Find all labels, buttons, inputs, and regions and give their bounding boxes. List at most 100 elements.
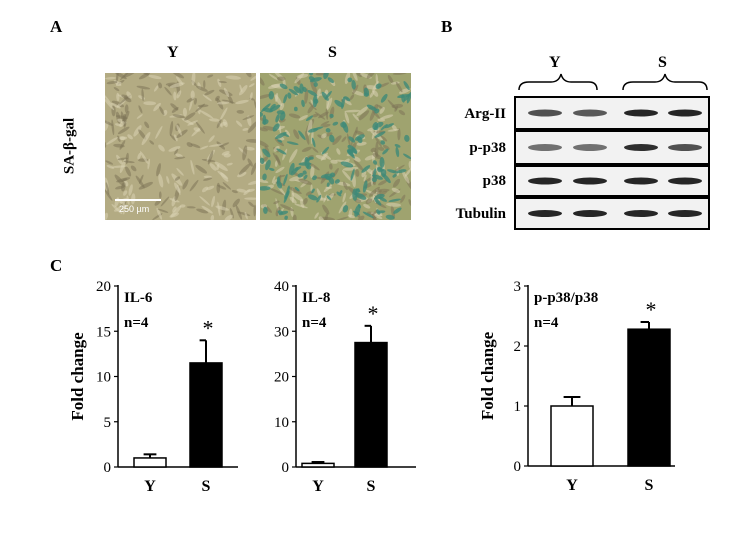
cell-shape [320, 121, 330, 126]
stained-cell [404, 134, 410, 142]
cell-shape [371, 213, 379, 220]
cell-shape [105, 98, 115, 111]
chart-n-label: n=4 [534, 315, 559, 331]
cell-shape [336, 148, 341, 155]
cell-shape [122, 110, 130, 123]
cell-shape [260, 94, 271, 100]
cell-shape [315, 88, 321, 100]
cell-shape [323, 213, 328, 220]
stained-cell [260, 157, 265, 165]
cell-shape [138, 105, 143, 114]
cell-shape [392, 164, 405, 173]
cell-shape [332, 135, 342, 145]
cell-shape [148, 74, 162, 80]
stained-cell [323, 73, 329, 80]
cell-shape [346, 133, 351, 149]
cell-shape [352, 73, 358, 81]
cell-shape [176, 129, 188, 139]
blot-label-arg2: Arg-II [464, 106, 506, 122]
cell-shape [156, 163, 161, 177]
blot-strip-pp38 [514, 130, 710, 165]
x-tick-label: Y [144, 478, 156, 495]
cell-shape [217, 101, 230, 105]
cell-shape [236, 110, 245, 114]
cell-shape [182, 179, 189, 190]
cell-shape [352, 113, 360, 122]
cell-shape [378, 146, 385, 151]
cell-shape [217, 201, 221, 217]
stained-cell [347, 148, 355, 159]
cell-shape [404, 168, 411, 177]
cell-shape [352, 84, 359, 95]
stained-cell [334, 179, 340, 184]
cell-shape [222, 182, 232, 190]
stained-cell [326, 182, 330, 187]
cell-shape [141, 88, 145, 102]
cell-shape [126, 91, 132, 99]
blot-band [573, 144, 607, 151]
group-braces [518, 73, 708, 91]
cell-shape [124, 104, 129, 114]
cell-shape [197, 104, 209, 108]
cell-shape [141, 131, 151, 146]
cell-shape [341, 136, 347, 143]
stained-cell [384, 123, 394, 129]
panel-b-letter: B [441, 17, 453, 36]
cell-shape [195, 121, 205, 134]
stained-cell [396, 169, 407, 173]
x-tick-label: S [202, 478, 211, 495]
blot-band [668, 210, 702, 217]
pp38-chart: 0 1 2 3 Y S * p-p38/p38 n=4 Fold change [478, 279, 675, 494]
y-tick-label: 0 [104, 460, 112, 476]
cell-shape [137, 152, 142, 160]
chart-annotation: IL-6 [124, 290, 153, 306]
cell-shape [275, 166, 285, 174]
cell-shape [250, 74, 256, 81]
cell-shape [208, 143, 224, 147]
cell-shape [190, 90, 195, 100]
cell-shape [182, 107, 187, 117]
cell-shape [285, 129, 291, 137]
stained-cell [269, 104, 281, 112]
bar-s [189, 362, 223, 468]
senescent-micrograph [260, 73, 411, 220]
stained-cell [392, 173, 397, 178]
young-micrograph-image [105, 73, 256, 220]
stained-cell [288, 88, 299, 96]
cell-shape [248, 83, 255, 88]
cell-shape [291, 187, 294, 204]
scale-bar-label: 250 µm [119, 204, 150, 214]
cell-shape [138, 181, 153, 190]
cell-shape [195, 85, 208, 92]
cell-shape [193, 127, 201, 132]
stained-cell [373, 197, 382, 206]
cell-shape [250, 162, 256, 176]
cell-shape [221, 151, 230, 156]
cell-shape [209, 163, 217, 171]
stained-cell [262, 173, 267, 181]
cell-shape [187, 120, 198, 126]
stained-cell [272, 123, 280, 132]
cell-shape [153, 102, 161, 112]
cell-shape [314, 212, 319, 219]
x-tick-label: S [645, 477, 654, 494]
cell-shape [231, 189, 238, 194]
cell-shape [106, 137, 119, 145]
cell-shape [219, 142, 230, 148]
cell-shape [377, 118, 386, 122]
cell-shape [354, 126, 358, 136]
cell-shape [158, 173, 164, 188]
cell-shape [119, 136, 126, 140]
cell-shape [138, 129, 147, 140]
cell-shape [391, 103, 404, 109]
cell-shape [353, 159, 364, 172]
cell-shape [127, 134, 133, 140]
cell-shape [408, 160, 411, 170]
cell-shape [391, 187, 401, 193]
cell-shape [226, 162, 233, 166]
stained-cell [340, 161, 354, 168]
stained-cell [379, 157, 385, 169]
cell-shape [138, 174, 144, 184]
stained-cell [386, 169, 399, 174]
significance-star: * [368, 301, 379, 326]
